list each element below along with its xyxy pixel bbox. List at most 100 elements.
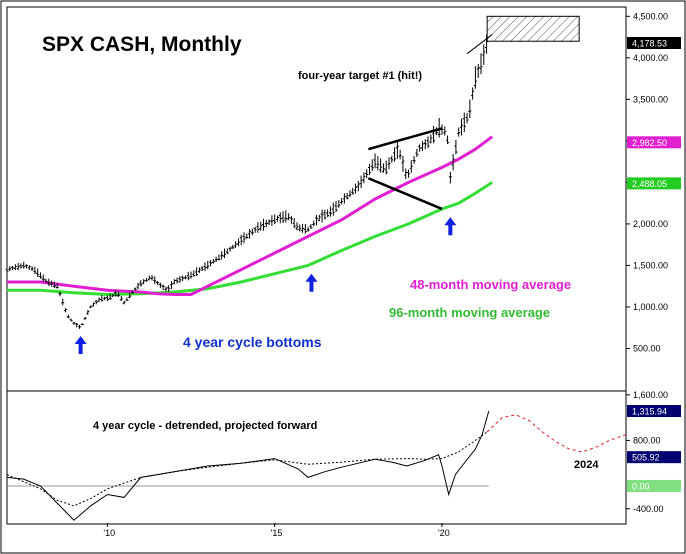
price-bar (418, 144, 422, 152)
price-bar (30, 266, 34, 271)
price-bar (468, 99, 472, 119)
price-bar (454, 139, 458, 155)
price-bar (387, 157, 391, 170)
price-bar (105, 295, 109, 302)
price-bar (114, 290, 118, 297)
price-bar (111, 293, 115, 297)
price-bar (289, 216, 293, 224)
price-bar (482, 44, 486, 65)
price-bar (345, 192, 349, 200)
price-bar (379, 158, 383, 173)
up-arrow (444, 217, 457, 236)
price-bar (69, 318, 73, 322)
price-bar (222, 248, 226, 259)
price-bar (234, 241, 238, 248)
price-bar (423, 139, 427, 150)
y-tick-label: 1,000.00 (633, 302, 668, 312)
price-bar (128, 292, 132, 299)
price-bar (295, 222, 299, 231)
price-bar (373, 153, 377, 169)
target-pointer-line (466, 34, 493, 55)
cycle-lines (6, 410, 627, 521)
y-tick-label: 4,500.00 (633, 11, 668, 21)
price-bar (206, 260, 210, 270)
price-bar (267, 219, 271, 226)
x-tick-label: '15 (271, 528, 283, 538)
y-tick-label: 2,000.00 (633, 219, 668, 229)
price-bar (420, 141, 424, 152)
price-bar (381, 163, 385, 173)
cycle-bottom-arrows (74, 217, 457, 355)
price-bar (38, 272, 42, 279)
price-bar (25, 264, 29, 269)
value-label: 4,178.53 (627, 37, 681, 50)
cycle-bottoms-label: 4 year cycle bottoms (183, 334, 322, 350)
price-bar (404, 168, 408, 180)
price-bar (384, 160, 388, 175)
price-bar (298, 224, 302, 232)
triangle-trendline (368, 127, 443, 151)
price-bar (309, 224, 313, 229)
price-bar (97, 297, 101, 303)
price-bar (273, 214, 277, 225)
price-bar (340, 198, 344, 205)
price-bar (77, 324, 81, 329)
price-bar (334, 200, 338, 213)
price-bar (170, 281, 174, 290)
price-bar (312, 220, 316, 227)
price-bar (209, 260, 213, 267)
price-bar (301, 223, 305, 233)
price-bar (108, 293, 112, 300)
svg-text:2,488.05: 2,488.05 (632, 179, 667, 189)
chart-title: SPX CASH, Monthly (42, 33, 242, 56)
price-bar (337, 200, 341, 208)
price-bar (462, 112, 466, 133)
price-bar (161, 284, 165, 290)
price-bar (122, 300, 126, 305)
price-bar (242, 232, 246, 244)
price-bar (306, 227, 310, 232)
svg-text:4,178.53: 4,178.53 (632, 39, 667, 49)
price-bar (432, 125, 436, 144)
price-bar (80, 323, 84, 326)
price-bar (217, 254, 221, 261)
price-bar (370, 159, 374, 172)
price-bar (36, 268, 40, 278)
price-bar (465, 113, 469, 124)
price-bar (412, 155, 416, 164)
price-bar (395, 141, 399, 159)
price-bar (100, 295, 104, 302)
svg-text:2,982.50: 2,982.50 (632, 138, 667, 148)
price-bar (13, 264, 17, 271)
price-bar (259, 221, 263, 231)
price-bar (459, 118, 463, 136)
price-bar (393, 147, 397, 162)
price-bar (292, 218, 296, 228)
price-bar (320, 209, 324, 223)
price-bar (367, 163, 371, 175)
price-bar (125, 297, 129, 301)
price-bar (250, 228, 254, 236)
price-bar (376, 156, 380, 171)
price-bar (437, 117, 441, 138)
price-bar (156, 281, 160, 285)
value-label: 505.92 (627, 451, 681, 464)
price-bar (317, 214, 321, 222)
target-zone-box (486, 15, 580, 42)
price-bar (231, 244, 235, 250)
price-bar (183, 275, 187, 280)
price-bar (236, 238, 240, 247)
price-bar (326, 209, 330, 218)
lower-panel-title: 4 year cycle - detrended, projected forw… (93, 420, 317, 432)
svg-text:1,315.94: 1,315.94 (632, 407, 667, 417)
price-bar (278, 212, 282, 224)
price-bar (281, 211, 285, 224)
ma96-label: 96-month moving average (389, 305, 550, 320)
price-bar (426, 136, 430, 149)
price-bar (91, 302, 95, 307)
svg-text:0.00: 0.00 (632, 481, 650, 491)
price-bar (331, 202, 335, 216)
x-tick-label: '10 (103, 528, 115, 538)
moving-average-lines (7, 135, 494, 296)
price-bar (485, 34, 489, 54)
